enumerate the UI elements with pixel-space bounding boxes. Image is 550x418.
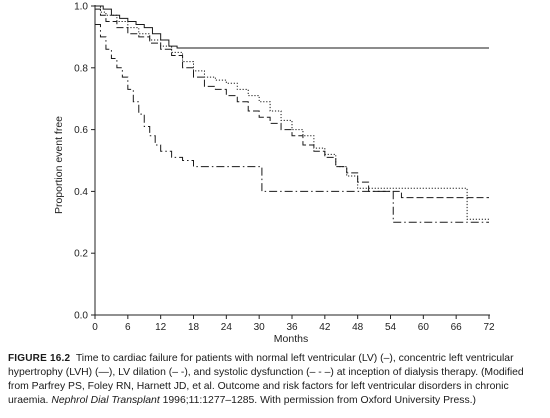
y-tick-label: 0.0 <box>74 311 88 322</box>
x-tick-label: 72 <box>483 322 495 333</box>
series-line-dash-dot <box>95 24 489 223</box>
y-tick-label: 0.4 <box>74 187 88 198</box>
y-axis-label: Proportion event free <box>53 116 65 214</box>
x-tick-label: 0 <box>92 322 98 333</box>
y-tick-label: 1.0 <box>74 2 88 13</box>
x-tick-label: 36 <box>286 322 298 333</box>
figure-caption: FIGURE 16.2 Time to cardiac failure for … <box>8 352 544 408</box>
caption-journal: Nephrol Dial Transplant <box>51 395 160 406</box>
x-tick-label: 18 <box>188 322 200 333</box>
y-tick-label: 0.2 <box>74 249 88 260</box>
x-tick-label: 42 <box>319 322 331 333</box>
x-axis-label: Months <box>274 333 308 345</box>
x-tick-label: 12 <box>155 322 167 333</box>
x-tick-label: 6 <box>125 322 131 333</box>
series-line-solid <box>95 5 489 49</box>
caption-text-end: 1996;11:1277–1285. With permission from … <box>159 395 476 406</box>
y-tick-label: 0.8 <box>74 63 88 74</box>
series-line-dashed <box>95 8 489 199</box>
chart-series-group <box>95 5 489 223</box>
series-line-dotted <box>95 5 489 220</box>
x-tick-label: 30 <box>254 322 266 333</box>
caption-text: Time to cardiac failure for patients wit… <box>8 353 524 406</box>
survival-chart: 0 6 12 18 24 30 36 42 48 54 60 66 72 0.0 0.2 0.4 0.6 0.8 1… <box>53 2 495 346</box>
y-tick-label: 0.6 <box>74 125 88 136</box>
x-tick-label: 48 <box>352 322 364 333</box>
x-tick-label: 24 <box>221 322 233 333</box>
figure-label: FIGURE 16.2 <box>8 353 71 364</box>
x-tick-label: 60 <box>418 322 430 333</box>
x-tick-label: 66 <box>451 322 463 333</box>
chart-labels-group: Months Proportion event free <box>53 116 308 345</box>
chart-axes: 0 6 12 18 24 30 36 42 48 54 60 66 72 0.0 0.2 0.4 0.6 0.8 1… <box>74 2 495 334</box>
x-tick-label: 54 <box>385 322 397 333</box>
